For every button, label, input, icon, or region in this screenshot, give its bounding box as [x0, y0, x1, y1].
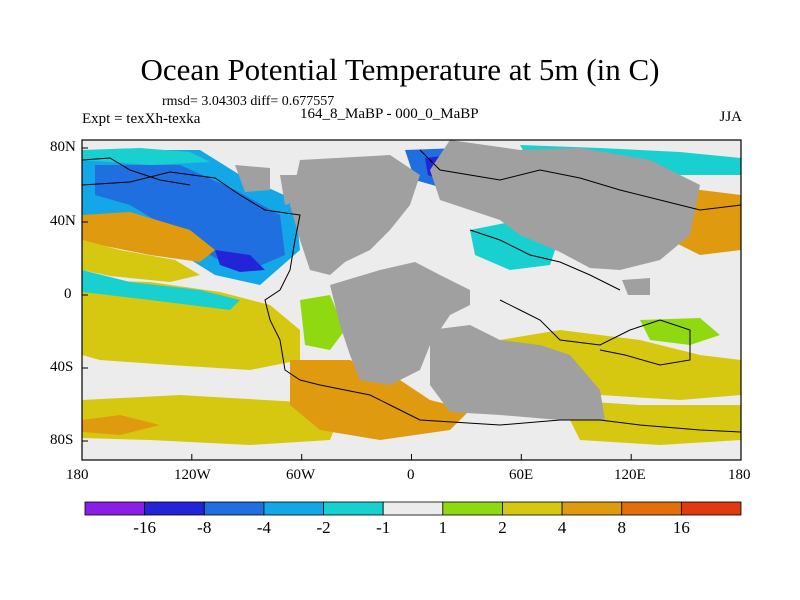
coastline-north-east [419, 149, 742, 211]
coastline-southern [81, 171, 742, 433]
colorbar-label: -2 [316, 518, 331, 537]
slight-warm-anomaly-east-pacific [300, 295, 345, 350]
subtitle: 164_8_MaBP - 000_0_MaBP [300, 106, 479, 122]
warm-anomaly-south-pacific [82, 280, 300, 370]
colorbar-label: 16 [672, 518, 690, 537]
warm-band-pacific [82, 240, 200, 282]
land-masses [235, 140, 700, 420]
warm-anomaly-southwest [82, 415, 160, 435]
slight-warm-anomaly-australia [640, 318, 720, 345]
colorbar-label: 8 [617, 518, 626, 537]
coastline-northwest [81, 157, 191, 186]
colorbar-swatch [680, 501, 742, 516]
colorbar-label: -4 [256, 518, 271, 537]
land-antarctica-africa [430, 325, 605, 420]
warm-anomaly-southern-ocean-west [82, 395, 340, 445]
lat-tick-label: 40S [50, 359, 74, 375]
coastlines [81, 149, 742, 433]
colorbar-swatch [263, 501, 324, 516]
lon-tick-label: 0 [407, 467, 415, 483]
cool-band-equator [82, 270, 240, 310]
lon-tick-label: 60W [286, 467, 316, 483]
colorbar-label: -1 [376, 518, 391, 537]
warm-anomaly-pacific-north [82, 212, 215, 262]
lat-tick-label: 80S [50, 432, 74, 448]
coastline-australia [499, 299, 691, 366]
plot-title: Ocean Potential Temperature at 5m (in C) [140, 52, 660, 87]
colorbar-swatch [442, 501, 503, 516]
land-south-america-africa [330, 262, 470, 385]
colorbar-label: 1 [438, 518, 448, 537]
land-greenland-west [235, 165, 270, 192]
colorbar-label: 2 [498, 518, 507, 537]
colorbar [84, 501, 742, 516]
land-island-east [622, 278, 650, 295]
colorbar-swatch [84, 501, 146, 516]
cold-anomaly-spot [215, 250, 265, 272]
cold-anomaly-north-pacific-core [95, 165, 285, 270]
colorbar-label: -8 [197, 518, 212, 537]
colorbar-swatch [382, 501, 444, 516]
lat-tick-label: 80N [50, 139, 76, 155]
lat-tick-label: 0 [64, 286, 72, 302]
colorbar-label: 4 [557, 518, 567, 537]
colorbar-swatch [144, 501, 205, 516]
land-eurasia [430, 140, 700, 270]
colorbar-swatch [502, 501, 563, 516]
lon-tick-label: 120E [614, 467, 646, 483]
lon-tick-label: 180 [728, 467, 751, 483]
colorbar-swatch [323, 501, 384, 516]
lat-tick-label: 40N [50, 213, 76, 229]
colorbar-label: -16 [133, 518, 156, 537]
colorbar-swatch [561, 501, 623, 516]
experiment-label: Expt = texXh-texka [82, 111, 201, 127]
season-label: JJA [719, 109, 742, 125]
land-island [280, 175, 300, 205]
colorbar-swatch [621, 501, 682, 516]
warm-anomaly-southern-ocean-east [560, 400, 741, 445]
stats-line: rmsd= 3.04303 diff= 0.677557 [162, 94, 335, 109]
lon-tick-label: 120W [174, 467, 211, 483]
land-north-america [290, 155, 420, 275]
lon-tick-label: 180 [66, 467, 89, 483]
neutral-west-pacific [650, 262, 741, 300]
axis-ticks [81, 147, 742, 460]
colorbar-swatch [203, 501, 265, 516]
lon-tick-label: 60E [509, 467, 534, 483]
coastline-tethys [469, 229, 621, 291]
